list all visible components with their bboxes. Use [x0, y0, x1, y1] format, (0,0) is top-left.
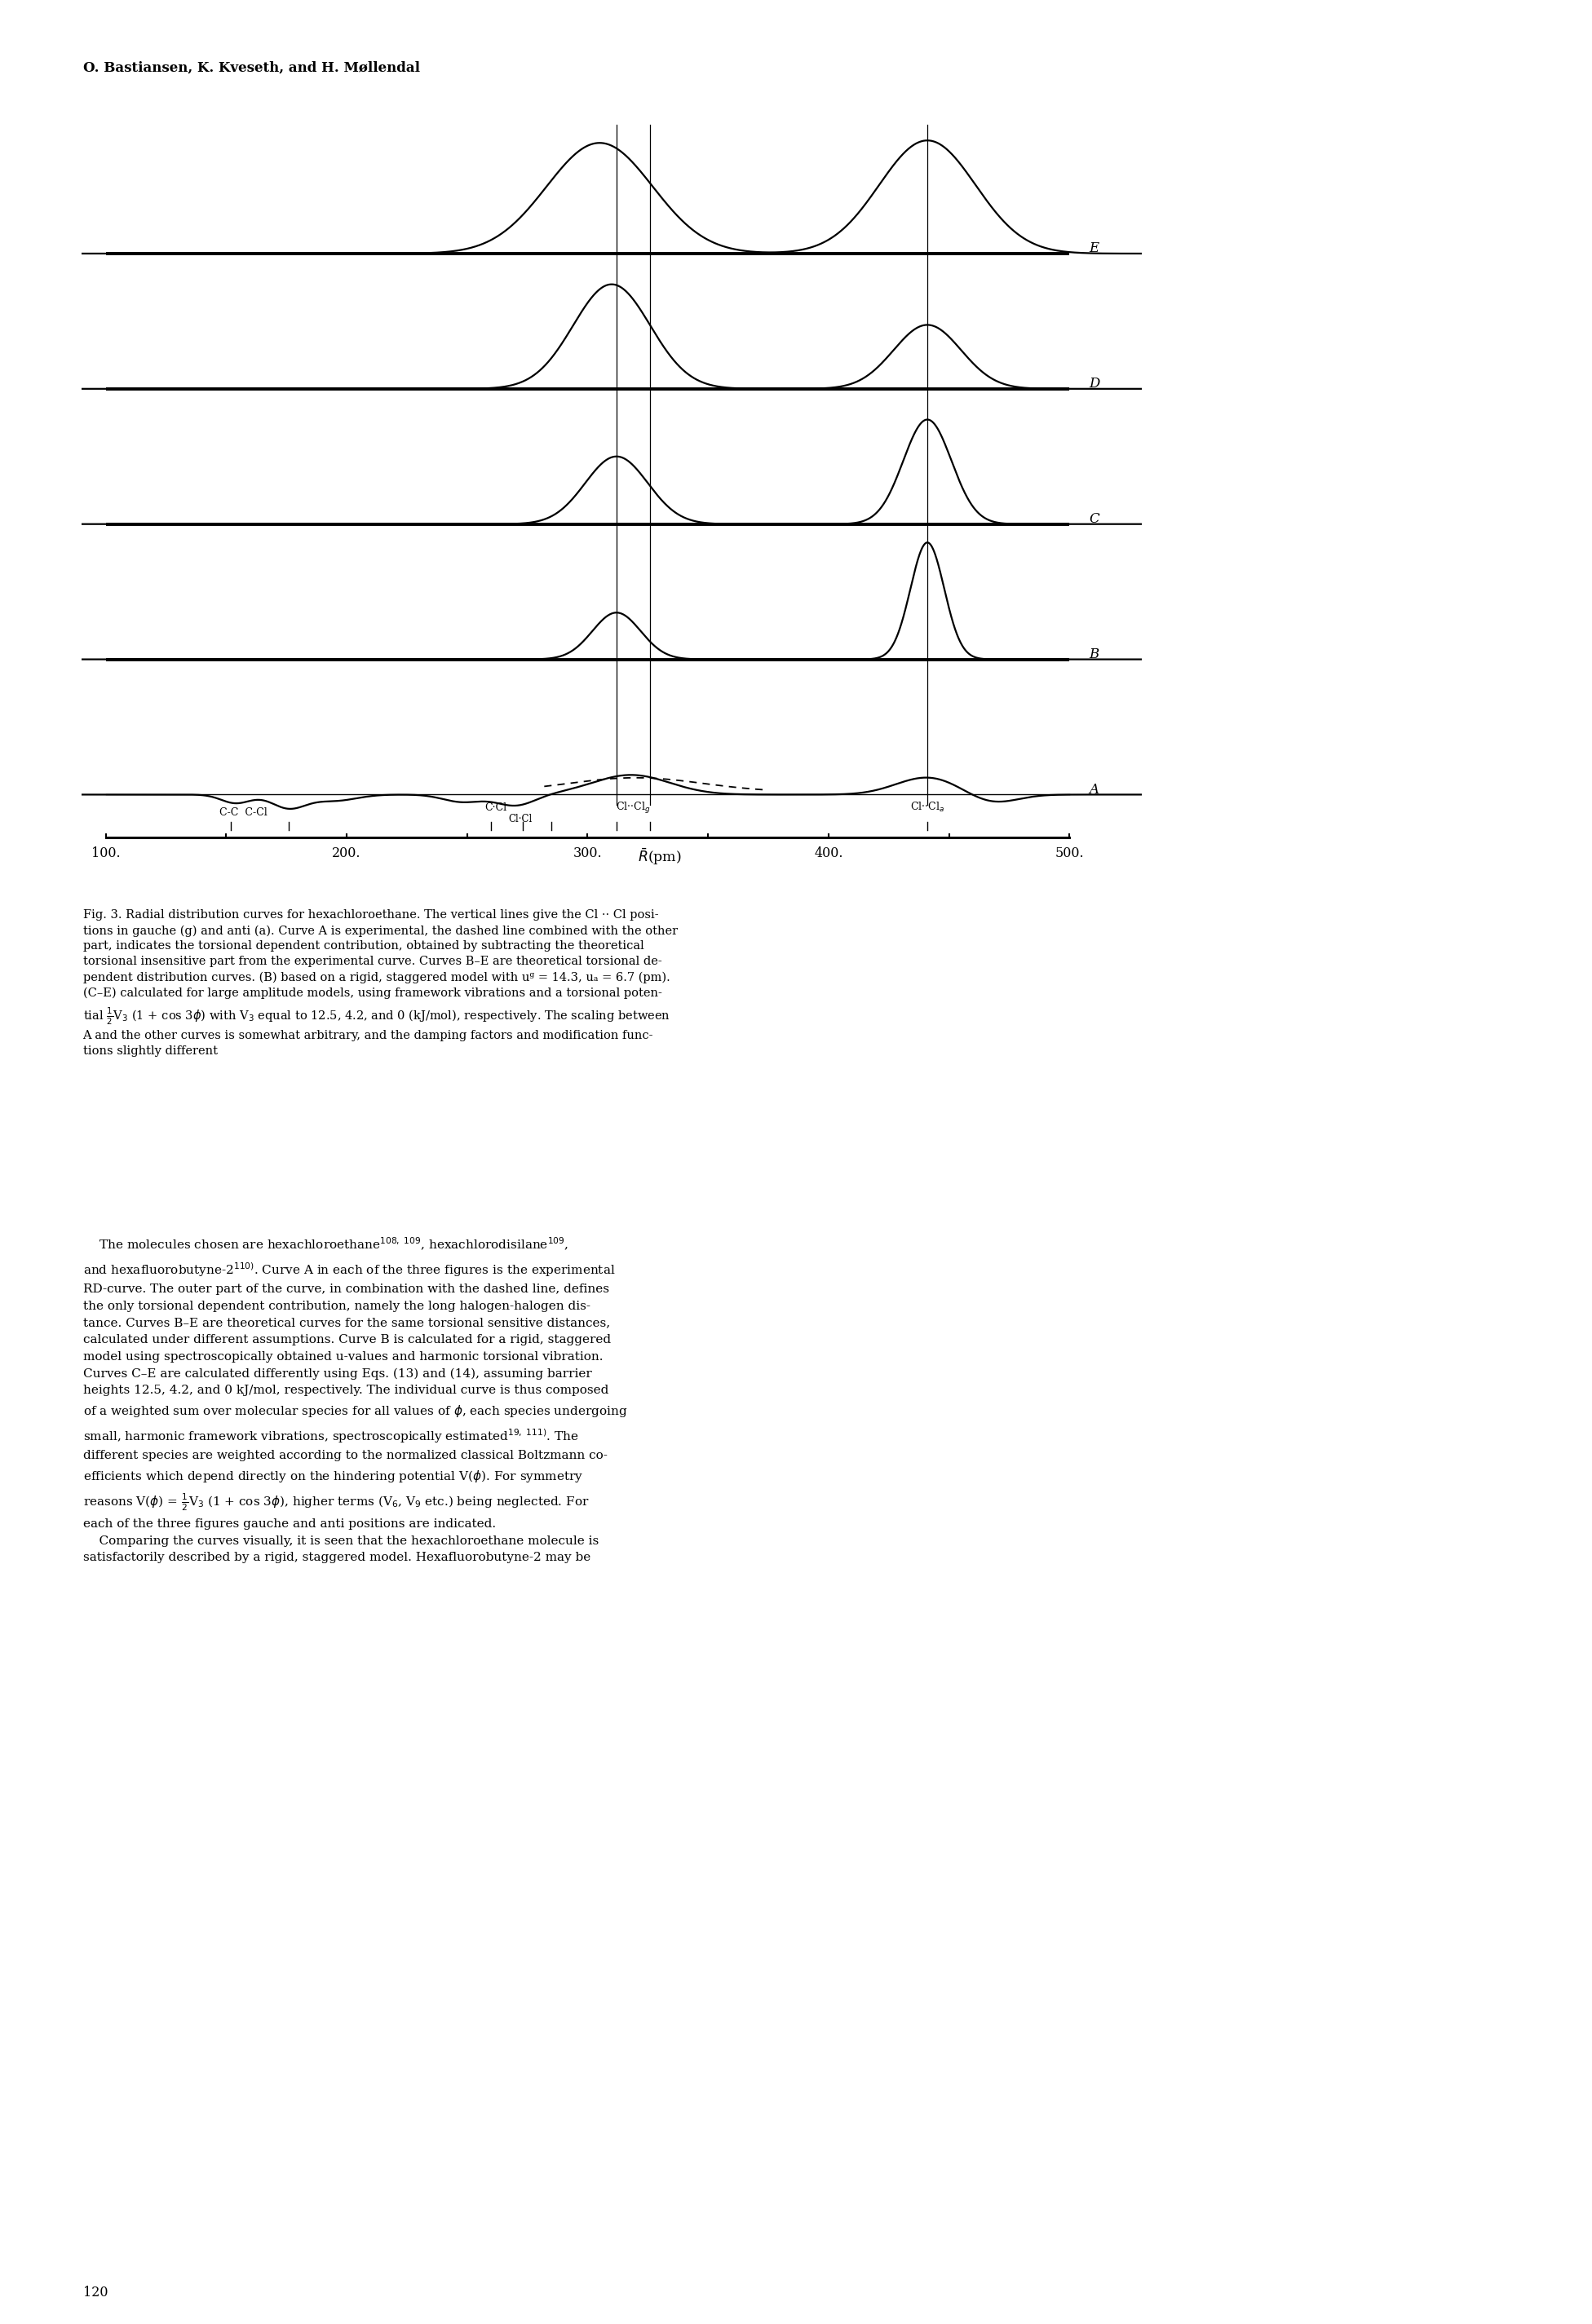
Text: C-C  C-Cl: C-C C-Cl: [220, 806, 267, 818]
Text: Cl·Cl: Cl·Cl: [508, 813, 532, 825]
Text: Fig. 3. Radial distribution curves for hexachloroethane. The vertical lines give: Fig. 3. Radial distribution curves for h…: [83, 909, 678, 1057]
Text: 200.: 200.: [333, 846, 361, 860]
Text: E: E: [1089, 242, 1098, 256]
Text: A: A: [1089, 783, 1098, 797]
Text: 400.: 400.: [814, 846, 844, 860]
Text: O. Bastiansen, K. Kveseth, and H. Møllendal: O. Bastiansen, K. Kveseth, and H. Møllen…: [83, 60, 420, 74]
Text: 120: 120: [83, 2284, 108, 2298]
Text: Cl··Cl$_a$: Cl··Cl$_a$: [911, 802, 944, 813]
Text: 300.: 300.: [573, 846, 602, 860]
Text: The molecules chosen are hexachloroethane$^{108,\ 109}$, hexachlorodisilane$^{10: The molecules chosen are hexachloroethan…: [83, 1236, 627, 1564]
Text: C·Cl: C·Cl: [486, 802, 508, 813]
Text: D: D: [1089, 376, 1100, 390]
Text: 100.: 100.: [91, 846, 119, 860]
Text: C: C: [1089, 511, 1098, 525]
Text: 500.: 500.: [1055, 846, 1084, 860]
Text: $\bar{R}$(pm): $\bar{R}$(pm): [638, 848, 681, 867]
Text: B: B: [1089, 648, 1098, 662]
Text: Cl··Cl$_g$: Cl··Cl$_g$: [616, 802, 651, 816]
